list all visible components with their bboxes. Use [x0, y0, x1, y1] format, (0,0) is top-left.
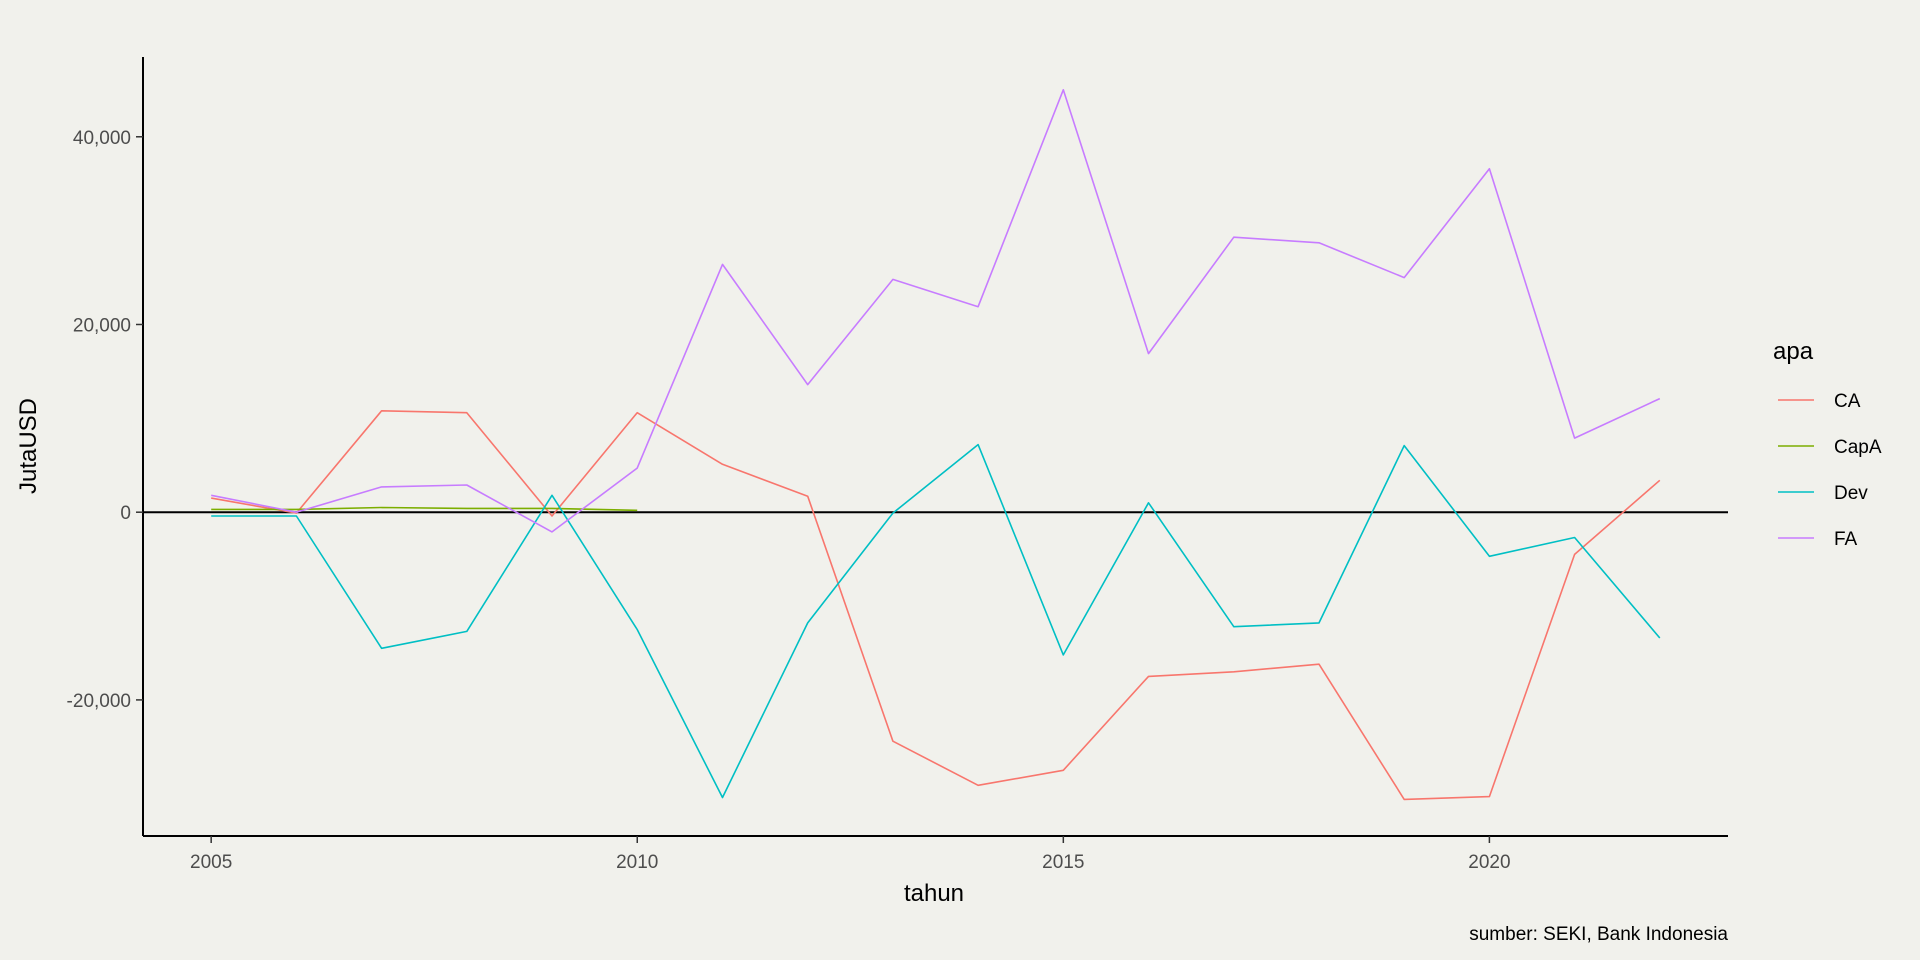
legend-label-dev: Dev — [1834, 483, 1868, 504]
series-line-fa — [211, 89, 1661, 533]
y-tick-label: -20,000 — [67, 691, 131, 712]
caption: sumber: SEKI, Bank Indonesia — [1469, 924, 1728, 945]
x-tick-label: 2020 — [1468, 852, 1510, 873]
legend-title: apa — [1773, 338, 1814, 365]
legend-label-fa: FA — [1834, 529, 1858, 550]
y-tick-label: 40,000 — [73, 128, 131, 149]
legend: apa CA CapA Dev FA — [1773, 338, 1882, 550]
x-tick-label: 2005 — [190, 852, 232, 873]
legend-label-capa: CapA — [1834, 437, 1882, 458]
y-tick-label: 0 — [120, 503, 131, 524]
series-layer — [211, 89, 1661, 801]
y-axis-title: JutaUSD — [15, 398, 42, 494]
x-tick-label: 2015 — [1042, 852, 1084, 873]
x-axis-title: tahun — [904, 880, 964, 907]
axes-layer: -20,000 0 20,000 40,000 2005 2010 2015 2020 — [67, 57, 1728, 873]
series-line-dev — [211, 443, 1661, 799]
y-tick-label: 20,000 — [73, 315, 131, 336]
series-line-ca — [211, 409, 1661, 801]
legend-label-ca: CA — [1834, 391, 1861, 412]
x-tick-label: 2010 — [616, 852, 658, 873]
